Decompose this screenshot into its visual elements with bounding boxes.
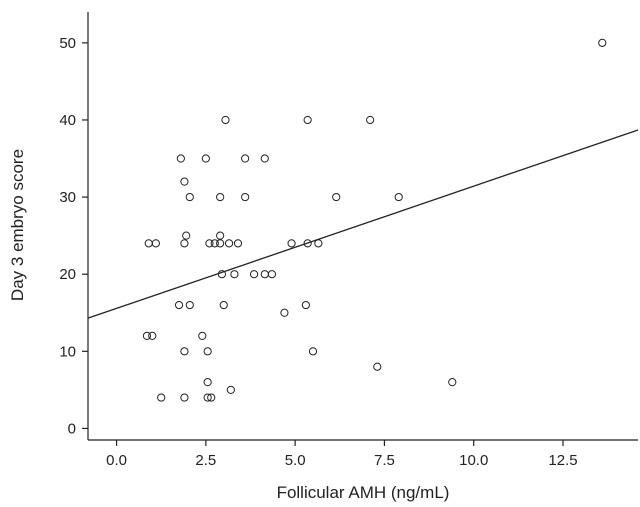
data-point xyxy=(151,239,160,248)
y-tick-label: 40 xyxy=(59,112,76,129)
data-point xyxy=(180,393,189,402)
data-point xyxy=(180,177,189,186)
data-point xyxy=(233,239,243,248)
data-point xyxy=(216,231,225,240)
x-axis-label: Follicular AMH (ng/mL) xyxy=(277,483,450,502)
data-point xyxy=(221,115,230,125)
y-tick-label: 30 xyxy=(59,189,76,206)
data-point xyxy=(303,239,312,248)
regression-line xyxy=(87,129,639,319)
data-point xyxy=(314,239,323,248)
data-point xyxy=(198,331,207,340)
data-point xyxy=(217,270,227,279)
data-point xyxy=(230,270,239,279)
data-point xyxy=(366,115,375,125)
x-tick-label: 0.0 xyxy=(106,452,127,469)
data-point xyxy=(185,192,194,202)
data-point xyxy=(157,393,166,402)
data-point xyxy=(203,393,212,402)
data-point xyxy=(287,239,296,248)
data-point xyxy=(148,331,157,340)
data-point xyxy=(182,231,191,240)
ticks: 0.0 2.5 5.0 7.5 10.0 12.5 0 10 20 30 40 50 xyxy=(59,35,577,469)
data-point xyxy=(180,239,189,248)
data-point xyxy=(180,347,189,356)
data-point xyxy=(203,347,212,356)
data-point xyxy=(301,300,310,310)
data-point xyxy=(219,300,228,310)
x-tick-label: 7.5 xyxy=(374,452,395,469)
data-point xyxy=(176,154,185,163)
y-tick-label: 20 xyxy=(59,266,76,283)
data-point xyxy=(241,192,250,202)
data-point xyxy=(260,154,269,163)
axes xyxy=(87,12,638,441)
data-point xyxy=(205,239,214,248)
data-point xyxy=(598,38,607,47)
data-point xyxy=(241,154,250,163)
data-point xyxy=(201,154,210,163)
data-points xyxy=(142,38,607,402)
data-point xyxy=(267,270,277,279)
x-tick-label: 10.0 xyxy=(459,452,488,469)
data-point xyxy=(207,393,216,402)
x-tick-label: 2.5 xyxy=(195,452,216,469)
data-point xyxy=(303,115,312,125)
x-tick-label: 5.0 xyxy=(285,452,306,469)
y-tick-label: 50 xyxy=(59,35,76,52)
data-point xyxy=(174,300,184,310)
y-axis-label: Day 3 embryo score xyxy=(8,149,27,301)
data-point xyxy=(185,300,194,310)
data-point xyxy=(308,347,318,356)
data-point xyxy=(394,192,403,202)
data-point xyxy=(332,192,341,202)
data-point xyxy=(203,378,212,387)
data-point xyxy=(216,192,225,202)
y-tick-label: 10 xyxy=(59,343,76,360)
data-point xyxy=(280,308,289,317)
data-point xyxy=(226,385,235,394)
data-point xyxy=(373,362,382,371)
data-point xyxy=(210,239,219,248)
data-point xyxy=(224,239,234,248)
x-tick-label: 12.5 xyxy=(548,452,577,469)
y-tick-label: 0 xyxy=(68,420,76,437)
data-point xyxy=(216,239,225,248)
data-point xyxy=(142,331,152,340)
regression-line-group xyxy=(87,129,639,319)
data-point xyxy=(249,270,259,279)
data-point xyxy=(260,270,269,279)
data-point xyxy=(448,378,457,387)
data-point xyxy=(144,239,153,248)
